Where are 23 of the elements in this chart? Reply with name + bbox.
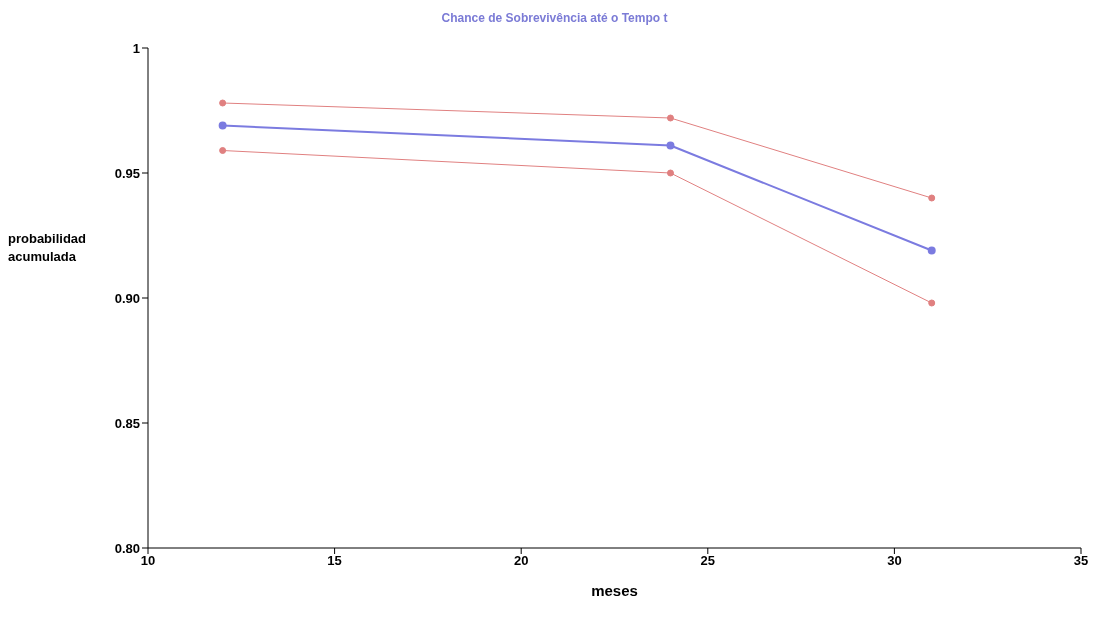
point (218, 121, 227, 130)
y-tick-label: 0.85 (114, 415, 140, 431)
x-tick-label: 30 (887, 553, 902, 569)
x-tick-label: 25 (700, 553, 716, 569)
x-tick-label: 20 (513, 553, 529, 569)
point (219, 99, 227, 107)
x-tick-label: 10 (140, 553, 156, 569)
y-tick-label: 0.95 (114, 165, 140, 181)
x-tick-label: 35 (1073, 553, 1089, 569)
x-axis-title: meses (591, 582, 638, 599)
point (928, 299, 936, 307)
point (219, 147, 227, 154)
point (666, 141, 675, 150)
chart-title: Chance de Sobrevivência até o Tempo t (440, 10, 669, 27)
point (928, 194, 936, 202)
y-tick-label: 0.90 (114, 290, 140, 306)
point (666, 114, 674, 122)
x-tick-label: 15 (327, 553, 342, 569)
point (927, 246, 936, 255)
y-axis-title: probabilidad acumulada (8, 230, 87, 266)
y-tick-label: 0.80 (114, 540, 140, 556)
point (666, 169, 674, 177)
y-tick-label: 1 (132, 40, 140, 56)
